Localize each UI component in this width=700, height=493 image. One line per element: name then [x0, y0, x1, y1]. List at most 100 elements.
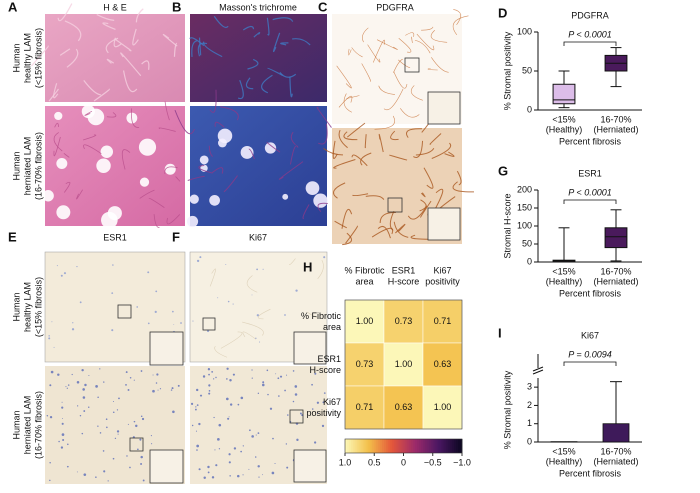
cell-label: 0.71 — [434, 316, 452, 326]
texture — [316, 401, 320, 404]
panel-letter: C — [318, 0, 328, 14]
texture — [142, 479, 145, 482]
colorbar-segment — [401, 439, 404, 453]
texture — [333, 182, 346, 199]
x-tick-label: <15% — [552, 446, 575, 456]
texture — [99, 368, 101, 370]
colorbar-segment — [456, 439, 459, 453]
texture — [111, 292, 114, 295]
texture — [218, 423, 222, 427]
texture — [228, 461, 231, 464]
colorbar-segment — [409, 439, 412, 453]
texture — [164, 163, 176, 175]
texture — [217, 128, 233, 144]
texture — [334, 220, 347, 229]
colorbar-segment — [452, 439, 455, 453]
colorbar-segment — [440, 439, 443, 453]
colorbar-segment — [368, 439, 371, 453]
texture — [60, 446, 64, 449]
texture — [84, 110, 93, 116]
x-tick-label: 16-70% — [600, 266, 631, 276]
colorbar-segment — [434, 439, 438, 453]
texture — [398, 38, 412, 53]
texture — [266, 141, 281, 153]
texture — [272, 17, 294, 22]
colorbar-segment — [403, 439, 406, 453]
texture — [277, 377, 280, 380]
texture — [42, 190, 54, 202]
texture — [63, 272, 67, 275]
texture — [105, 418, 108, 421]
texture — [257, 465, 260, 468]
colorbar-segment — [444, 439, 447, 453]
significance-bracket — [563, 361, 617, 366]
colorbar-segment — [354, 439, 358, 453]
texture — [196, 404, 199, 406]
texture — [288, 258, 296, 265]
texture — [62, 439, 65, 442]
colorbar-tick-label: 0.5 — [368, 457, 381, 467]
colorbar-segment — [378, 439, 381, 453]
texture — [257, 432, 260, 435]
texture — [31, 45, 49, 67]
colorbar-segment — [411, 439, 414, 453]
colorbar-segment — [393, 439, 397, 453]
colorbar-segment — [413, 439, 416, 453]
texture — [336, 65, 352, 89]
texture — [151, 443, 153, 445]
texture — [147, 271, 150, 274]
heatmap-cell — [383, 299, 424, 344]
colorbar-segment — [405, 439, 408, 453]
y-tick-label: 0 — [527, 104, 532, 114]
row-label: Human — [11, 292, 21, 321]
texture — [207, 465, 210, 469]
texture — [105, 37, 119, 54]
inset — [427, 91, 461, 125]
texture — [371, 227, 394, 238]
texture — [364, 134, 367, 149]
texture — [191, 424, 194, 427]
texture — [240, 396, 244, 400]
colorbar-segment — [374, 439, 377, 453]
texture — [419, 200, 432, 218]
col-label: H-score — [388, 276, 420, 286]
texture — [317, 202, 328, 212]
row-label: herniated LAM — [22, 396, 32, 455]
row-label: herniated LAM — [22, 137, 32, 196]
texture — [240, 450, 242, 453]
texture — [194, 408, 197, 411]
texture — [153, 214, 160, 228]
texture — [138, 138, 157, 156]
axis-break — [533, 368, 543, 372]
texture — [129, 376, 132, 379]
colorbar-segment — [458, 439, 461, 453]
texture — [209, 89, 217, 113]
texture — [249, 429, 251, 432]
panel-letter: A — [8, 0, 18, 14]
texture — [256, 314, 260, 317]
panel-letter: D — [498, 5, 507, 20]
texture — [341, 208, 353, 229]
zoom-box — [129, 437, 144, 452]
texture — [136, 306, 139, 308]
texture — [284, 314, 286, 316]
texture — [64, 20, 82, 42]
texture — [53, 83, 59, 99]
texture — [390, 130, 399, 141]
texture — [76, 471, 78, 473]
texture — [225, 264, 227, 265]
row-label: Human — [11, 43, 21, 72]
texture — [269, 407, 273, 410]
texture — [140, 455, 143, 459]
x-axis-label: Percent fibrosis — [559, 288, 622, 298]
colorbar-segment — [391, 439, 395, 453]
texture — [323, 148, 343, 156]
texture — [262, 268, 264, 270]
colorbar-segment — [352, 439, 356, 453]
col-label: positivity — [425, 276, 460, 286]
texture — [88, 375, 90, 377]
texture — [112, 457, 115, 460]
y-axis-label: % Stromal positivity — [502, 31, 512, 110]
inset — [149, 331, 184, 366]
texture — [76, 380, 80, 384]
